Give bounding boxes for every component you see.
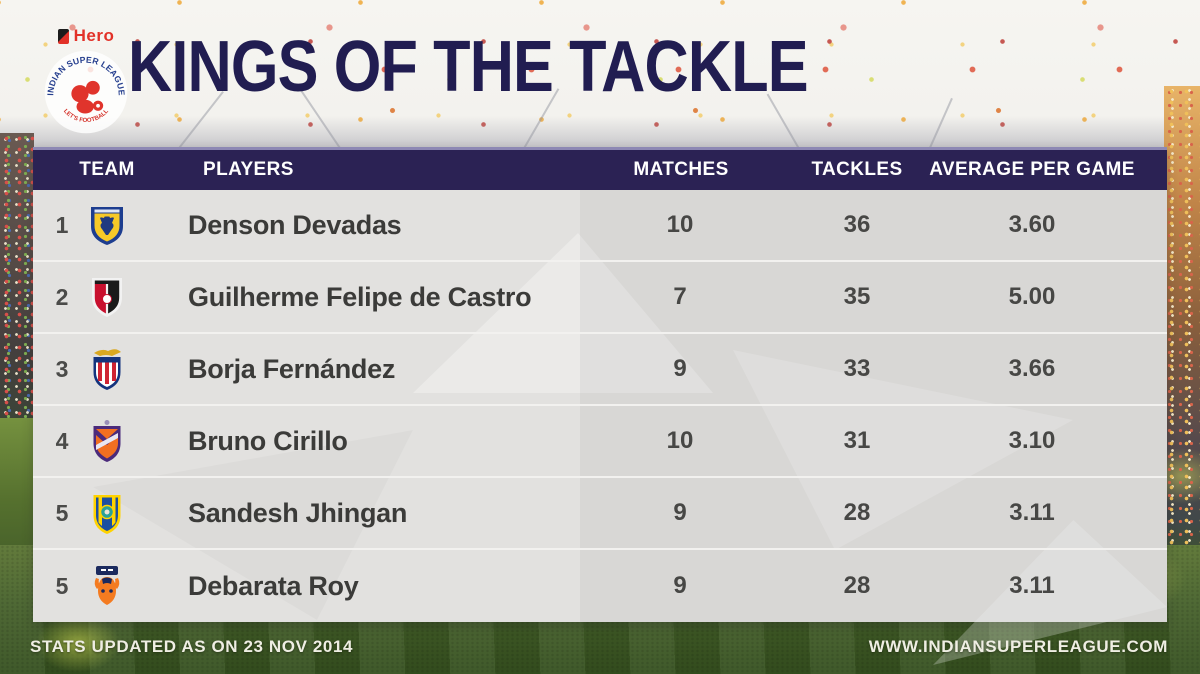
column-header-tackles: TACKLES: [811, 159, 903, 180]
isl-badge-icon: INDIAN SUPER LEAGUE LET'S FOOTBALL: [44, 50, 128, 134]
rank-cell: 1: [55, 211, 69, 238]
player-name: Debarata Roy: [188, 570, 359, 601]
table-header-row: TEAM PLAYERS MATCHES TACKLES AVERAGE PER…: [33, 147, 1167, 190]
table-body: 1 Denson Devadas 10 36 3.60: [33, 190, 1167, 665]
tackles-cell: 33: [843, 355, 871, 382]
matches-cell: 9: [673, 355, 687, 382]
chennaiyin-fc-crest-icon: [87, 202, 127, 248]
column-header-average: AVERAGE PER GAME: [929, 159, 1135, 180]
table-row: 1 Denson Devadas 10 36 3.60: [33, 190, 1167, 262]
stats-column-shade: [580, 550, 1167, 622]
rank-cell: 5: [55, 499, 69, 526]
northeast-united-fc-crest-icon: [87, 274, 127, 320]
average-cell: 3.11: [1009, 572, 1055, 599]
stats-table: TEAM PLAYERS MATCHES TACKLES AVERAGE PER…: [33, 147, 1167, 665]
rank-cell: 4: [55, 427, 69, 454]
rank-cell: 5: [55, 572, 69, 599]
fc-goa-crest-icon: [87, 563, 127, 609]
matches-cell: 10: [666, 427, 694, 454]
stats-updated-text: STATS UPDATED AS ON 23 NOV 2014: [30, 637, 354, 656]
tackles-cell: 31: [843, 427, 871, 454]
average-cell: 3.11: [1009, 499, 1055, 526]
hero-isl-logo: Hero INDIAN SUPER LEAGUE LET'S FOOTBALL: [30, 26, 142, 135]
stadium-crowd-right: [1164, 86, 1200, 558]
average-cell: 3.60: [1008, 211, 1056, 238]
hero-brand-mark-icon: [57, 28, 69, 44]
stats-column-shade: [580, 478, 1167, 548]
table-row: 4 Bruno Cirillo 10 31 3.10: [33, 406, 1167, 478]
stats-column-shade: [580, 262, 1167, 332]
rank-cell: 3: [55, 355, 69, 382]
page-title: KINGS OF THE TACKLE: [128, 27, 809, 107]
average-cell: 3.66: [1008, 355, 1056, 382]
matches-cell: 7: [673, 283, 687, 310]
stadium-crowd-left: [0, 133, 34, 421]
tackles-cell: 28: [843, 572, 871, 599]
tackles-cell: 28: [843, 499, 871, 526]
matches-cell: 10: [666, 211, 694, 238]
table-row: 3 Borja Fernández 9 33 3.66: [33, 334, 1167, 406]
stats-column-shade: [580, 406, 1167, 476]
table-row: 5 Sandesh Jhingan 9 28 3.11: [33, 478, 1167, 550]
rank-cell: 2: [55, 283, 69, 310]
table-row: 2 Guilherme Felipe de Castro 7 35 5.00: [33, 262, 1167, 334]
stats-column-shade: [580, 334, 1167, 404]
matches-cell: 9: [673, 572, 687, 599]
player-name: Borja Fernández: [188, 353, 396, 384]
pitch-left: [0, 418, 34, 558]
player-name: Denson Devadas: [188, 209, 402, 240]
player-name: Sandesh Jhingan: [188, 497, 408, 528]
tackles-cell: 36: [843, 211, 871, 238]
column-header-team: TEAM: [79, 159, 135, 180]
stadium-stand-band: [0, 116, 1200, 147]
confetti-background: [0, 0, 1200, 150]
hero-brand-label: Hero: [73, 26, 115, 45]
website-url: WWW.INDIANSUPERLEAGUE.COM: [868, 637, 1168, 656]
table-row: 5 Debarata Roy 9 28: [33, 550, 1167, 622]
player-name: Guilherme Felipe de Castro: [188, 281, 532, 312]
tackles-cell: 35: [843, 283, 871, 310]
average-cell: 3.10: [1008, 427, 1056, 454]
fc-pune-city-crest-icon: [87, 418, 127, 464]
stats-column-shade: [580, 190, 1167, 260]
column-header-matches: MATCHES: [633, 159, 729, 180]
matches-cell: 9: [673, 499, 687, 526]
kerala-blasters-fc-crest-icon: [87, 490, 127, 536]
player-name: Bruno Cirillo: [188, 425, 348, 456]
column-header-players: PLAYERS: [203, 159, 294, 180]
atletico-de-kolkata-crest-icon: [87, 346, 127, 392]
average-cell: 5.00: [1008, 283, 1056, 310]
